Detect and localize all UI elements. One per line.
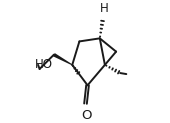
Text: HO: HO xyxy=(35,58,53,71)
Text: O: O xyxy=(81,109,92,122)
Polygon shape xyxy=(53,53,72,65)
Text: H: H xyxy=(99,2,108,15)
